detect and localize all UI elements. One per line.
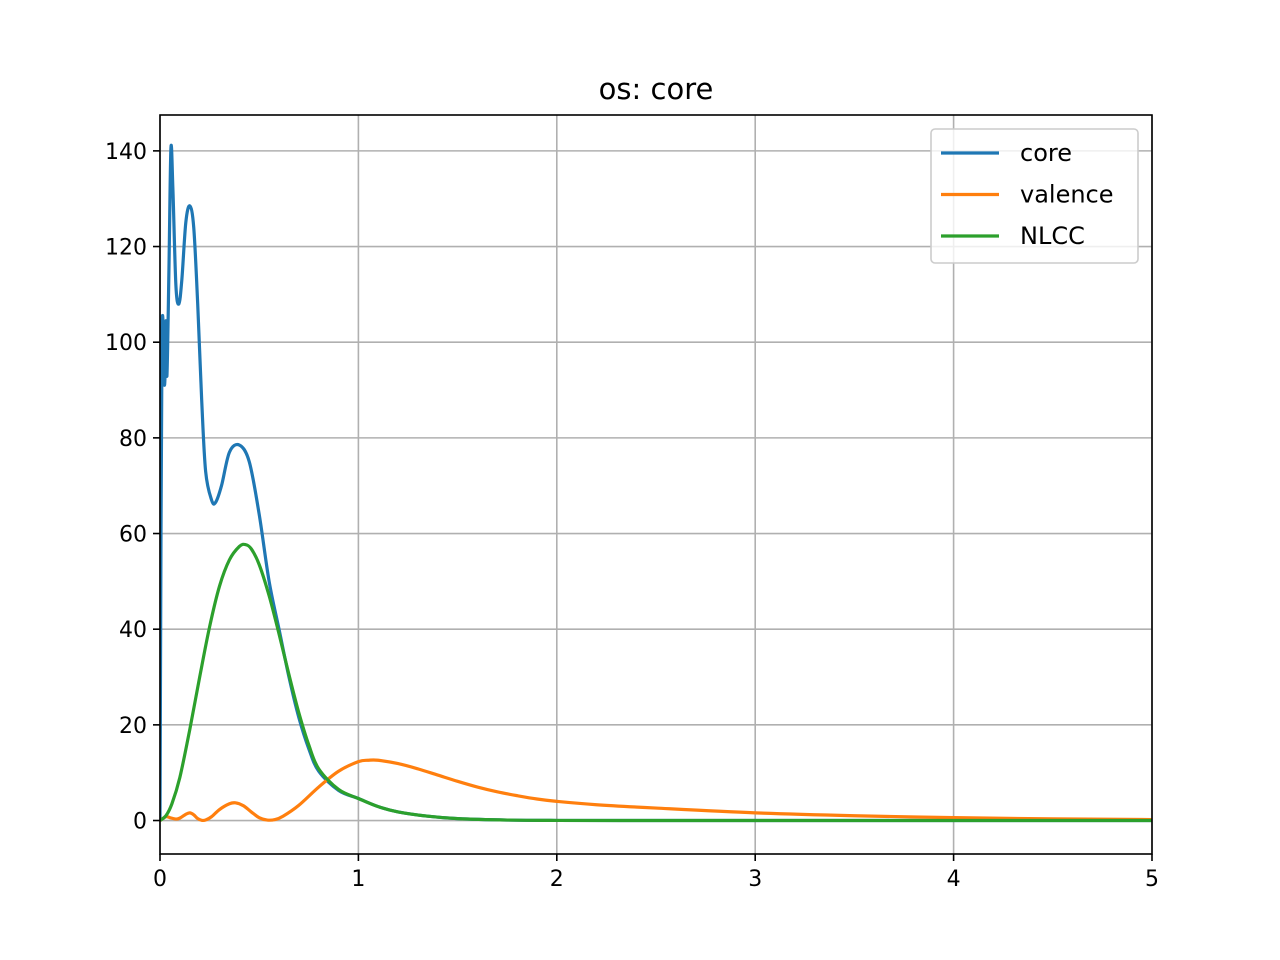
- y-tick-label: 60: [119, 523, 147, 548]
- y-tick-label: 80: [119, 427, 147, 452]
- legend-label: core: [1020, 139, 1072, 167]
- legend: core valence NLCC: [930, 128, 1139, 264]
- x-tick-label: 2: [550, 867, 564, 892]
- series-layer: [160, 143, 1152, 823]
- y-tick-label: 40: [119, 618, 147, 643]
- y-tick-label: 0: [133, 810, 147, 835]
- grid: [159, 115, 1153, 854]
- x-tick-label: 3: [748, 867, 762, 892]
- x-tick-label: 4: [947, 867, 961, 892]
- y-tick-label: 140: [105, 140, 147, 165]
- x-tick-label: 5: [1145, 867, 1159, 892]
- x-tick-label: 1: [351, 867, 365, 892]
- x-axis: 0 1 2 3 4 5: [153, 854, 1159, 892]
- series-line-valence: [160, 758, 1152, 823]
- y-tick-label: 100: [105, 331, 147, 356]
- y-tick-label: 20: [119, 714, 147, 739]
- y-axis: 0 20 40 60 80 100 120 140: [105, 140, 160, 835]
- series-line-nlcc: [160, 542, 1152, 823]
- legend-label: valence: [1020, 181, 1114, 209]
- y-tick-label: 120: [105, 236, 147, 261]
- plot-frame: [159, 114, 1153, 855]
- x-tick-label: 0: [153, 867, 167, 892]
- legend-box: [930, 128, 1139, 264]
- chart-title: os: core: [599, 72, 714, 106]
- legend-label: NLCC: [1020, 222, 1085, 250]
